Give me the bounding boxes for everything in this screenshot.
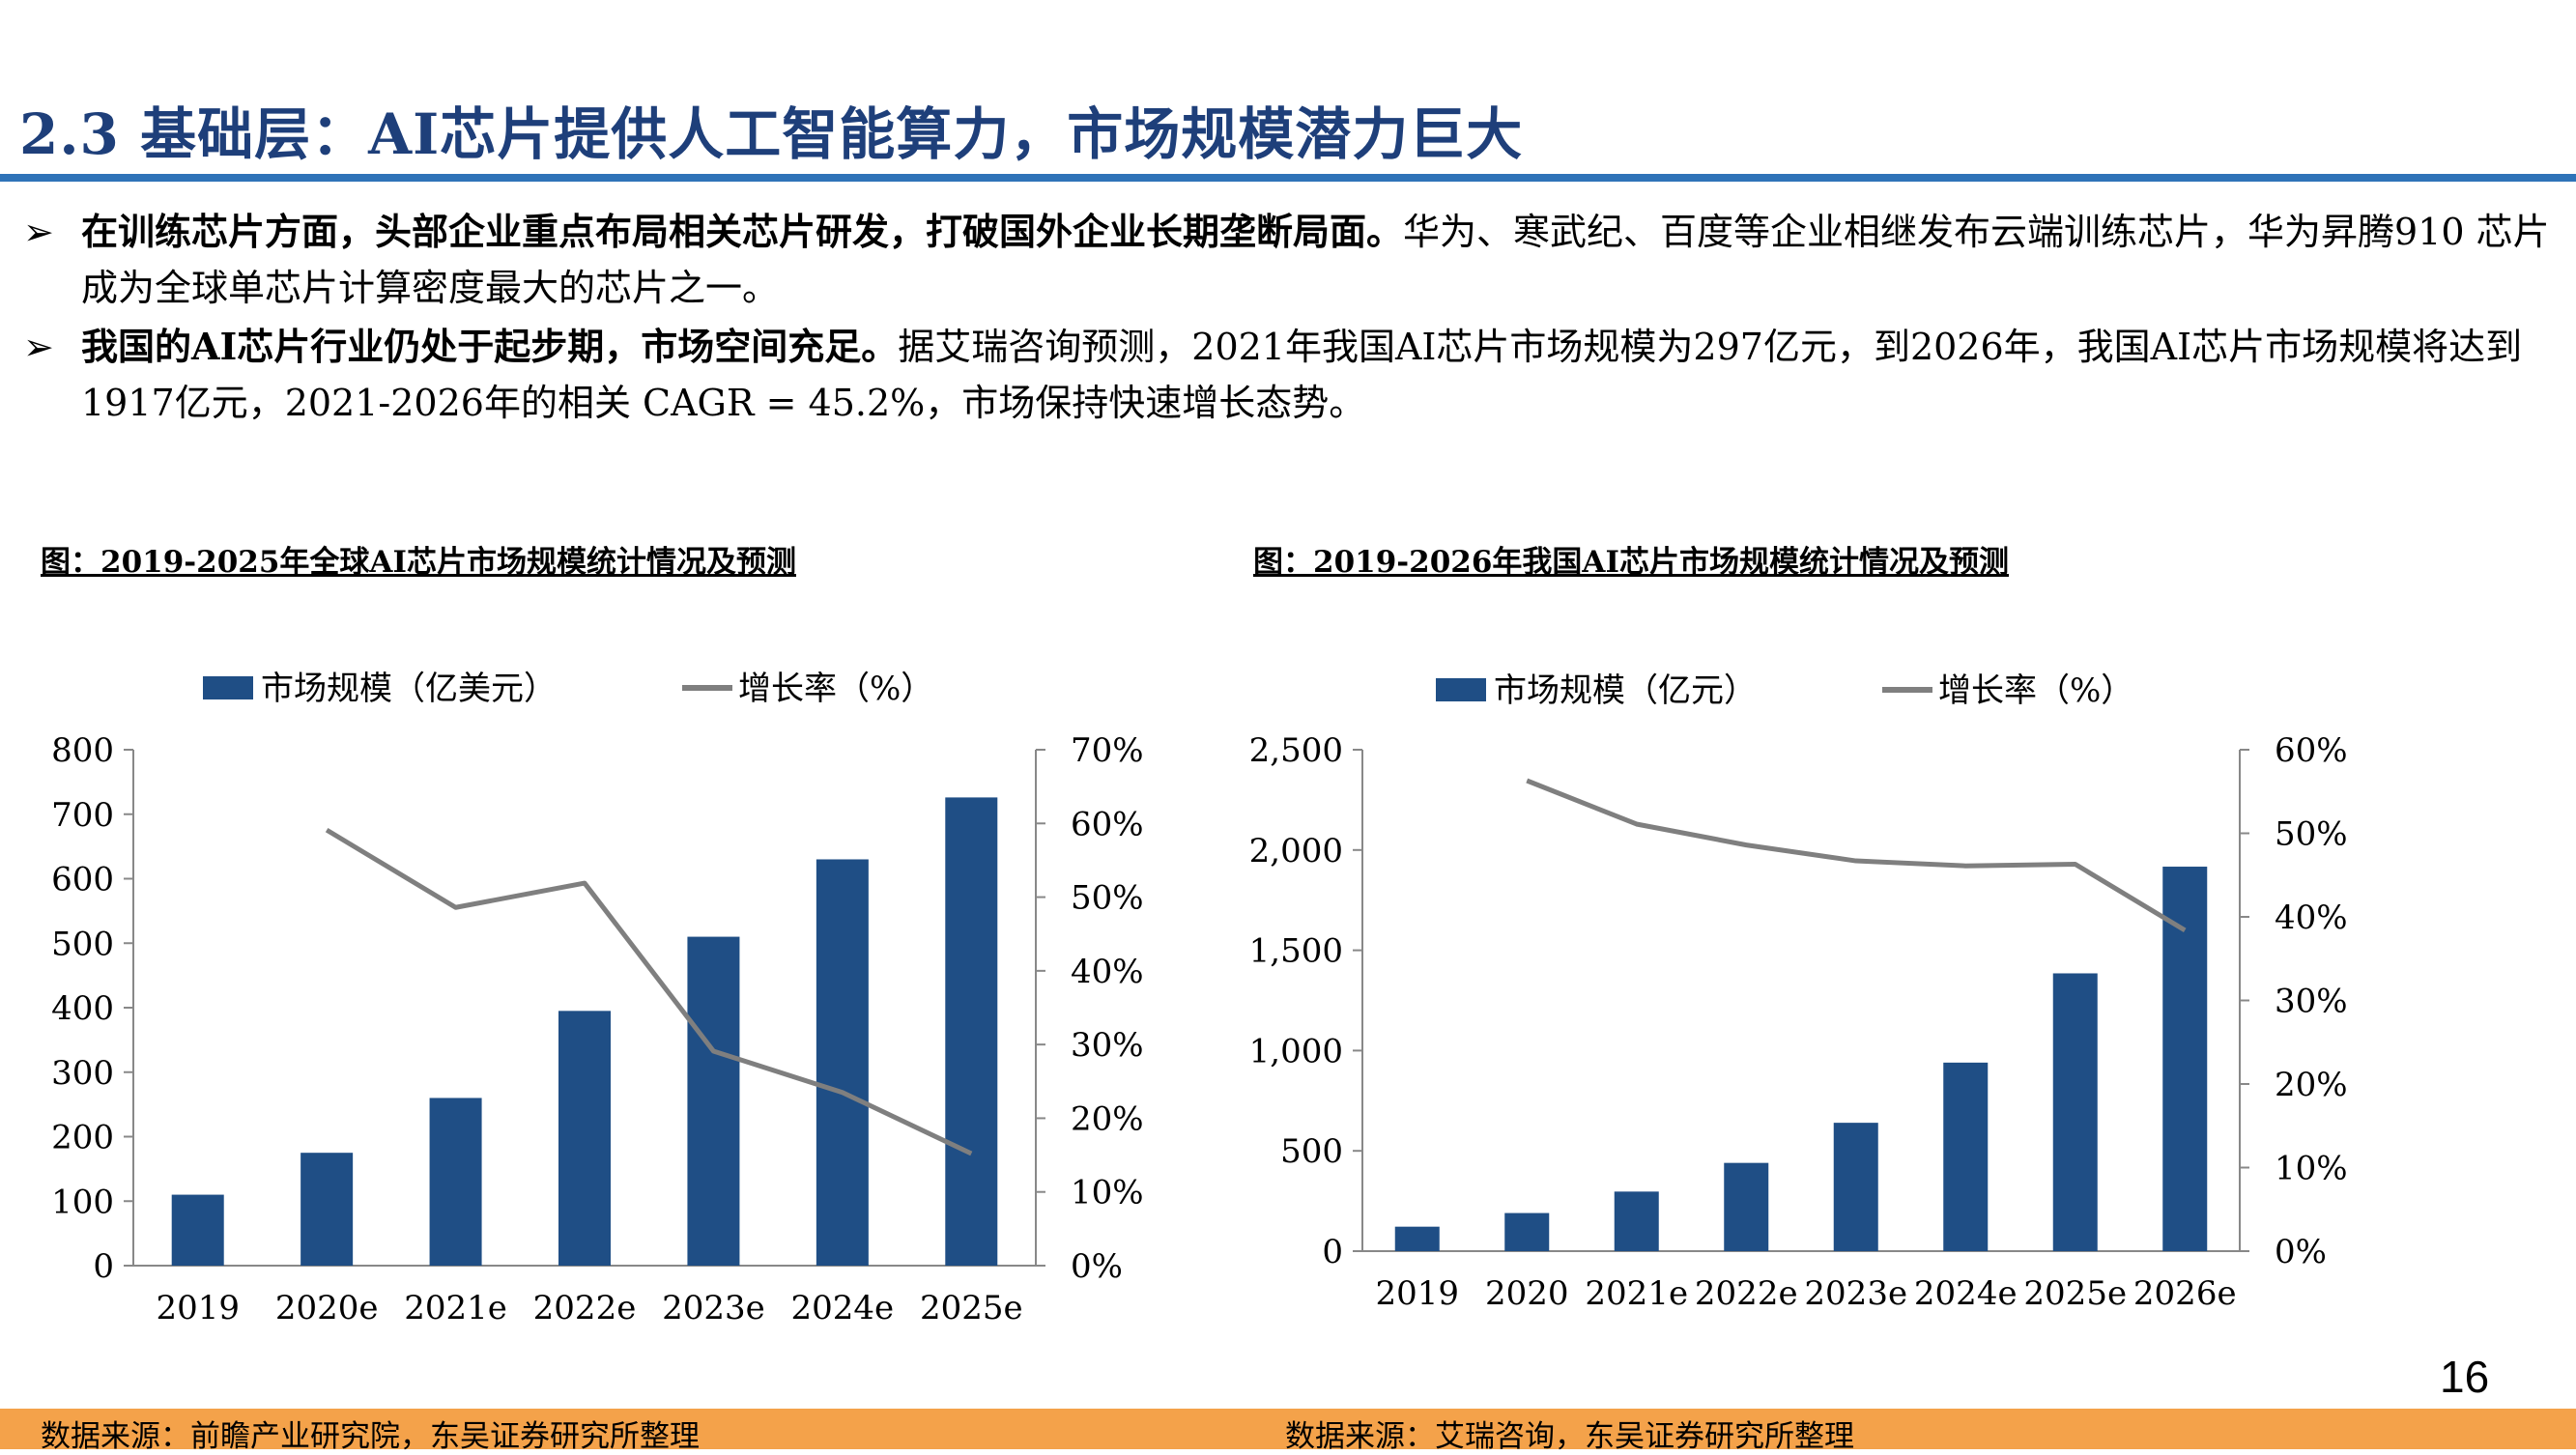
bullet-arrow-icon: ➢ [23,211,54,253]
y2-tick-label: 40% [1071,953,1144,991]
bullet-2-bold: 我国的AI芯片行业仍处于起步期，市场空间充足。 [81,325,899,368]
y-tick-label: 500 [51,925,114,963]
y-tick-label: 200 [51,1119,114,1157]
bar [945,797,998,1266]
left-source-note: 数据来源：前瞻产业研究院，东吴证券研究所整理 [41,1419,700,1454]
bullet-1-text: 华为、寒武纪、百度等企业相继发布云端训练芯片，华为昇腾910 芯片成为全球单芯片… [81,211,2550,309]
legend-line-label: 增长率（%） [738,670,933,708]
bar [558,1011,611,1266]
y-tick-label: 400 [51,989,114,1028]
growth-rate-line [325,828,973,1156]
right-source-note: 数据来源：艾瑞咨询，东吴证券研究所整理 [1285,1419,1854,1454]
legend-bar-swatch [203,676,253,699]
x-tick-label: 2019 [156,1289,240,1327]
title-underline [0,174,2576,182]
x-tick-label: 2023e [662,1289,765,1327]
bullet-2-text: 据艾瑞咨询预测，2021年我国AI芯片市场规模为297亿元，到2026年，我国A… [81,326,2523,424]
bullet-arrow-icon: ➢ [23,326,54,368]
bar [171,1194,224,1266]
bullet-1: ➢ 在训练芯片方面，头部企业重点布局相关芯片研发，打破国外企业长期垄断局面。华为… [19,204,2551,316]
y-tick-label: 100 [51,1183,114,1221]
y2-tick-label: 0% [1071,1247,1123,1286]
y2-tick-label: 50% [1071,879,1144,918]
y2-tick-label: 10% [1071,1174,1144,1212]
y2-tick-label: 60% [1071,805,1144,843]
legend-bar-label: 市场规模（亿美元） [261,670,557,708]
y2-tick-label: 20% [1071,1099,1144,1138]
bar [816,859,869,1266]
y-tick-label: 600 [51,861,114,899]
y2-tick-label: 70% [1071,731,1144,770]
bar [301,1153,354,1266]
y2-tick-label: 30% [1071,1026,1144,1065]
bullet-2: ➢ 我国的AI芯片行业仍处于起步期，市场空间充足。据艾瑞咨询预测，2021年我国… [19,319,2551,431]
right-chart-caption: 图：2019-2026年我国AI芯片市场规模统计情况及预测 [1253,545,2009,580]
x-tick-label: 2021e [404,1289,507,1327]
page-title: 2.3 基础层：AI芯片提供人工智能算力，市场规模潜力巨大 [19,101,1524,167]
y-tick-label: 0 [93,1247,114,1286]
bar [687,936,740,1266]
x-tick-label: 2022e [533,1289,637,1327]
bar [429,1098,482,1266]
footer-bar [0,1409,2576,1449]
y-tick-label: 300 [51,1054,114,1093]
left-chart-caption: 图：2019-2025年全球AI芯片市场规模统计情况及预测 [41,545,796,580]
page-number: 16 [2440,1352,2490,1402]
y-tick-label: 700 [51,796,114,835]
x-tick-label: 2024e [791,1289,895,1327]
y-tick-label: 800 [51,731,114,770]
x-tick-label: 2020e [275,1289,379,1327]
bullet-1-bold: 在训练芯片方面，头部企业重点布局相关芯片研发，打破国外企业长期垄断局面。 [81,210,1404,253]
x-tick-label: 2025e [920,1289,1023,1327]
